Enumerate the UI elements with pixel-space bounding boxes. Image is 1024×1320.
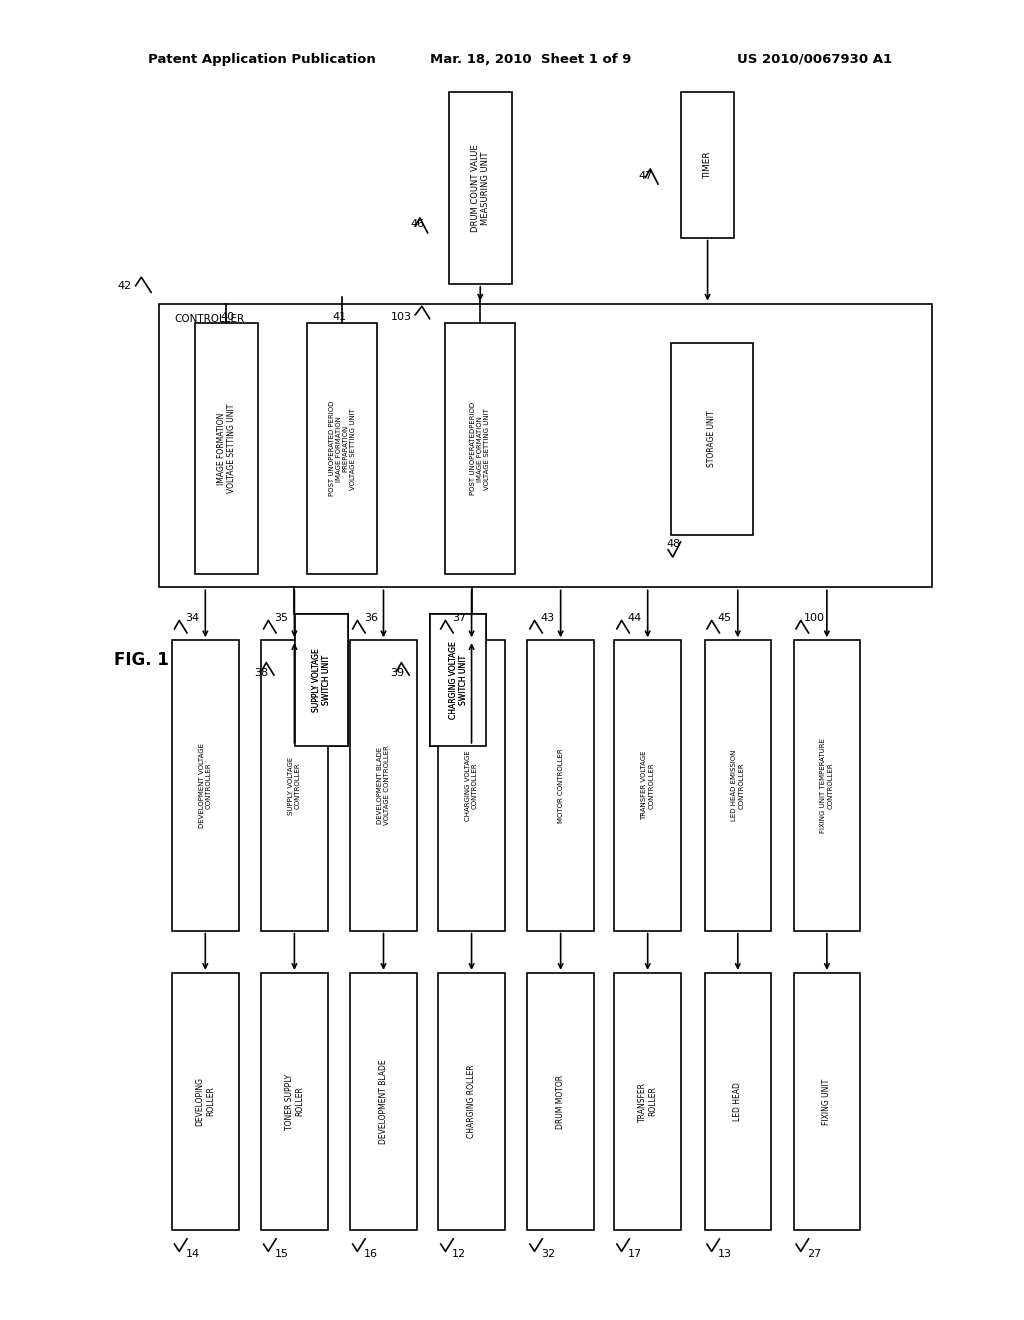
Bar — [681, 92, 734, 238]
Text: DEVELOPING
ROLLER: DEVELOPING ROLLER — [196, 1077, 215, 1126]
Text: LED HEAD: LED HEAD — [733, 1082, 742, 1121]
Text: 32: 32 — [541, 1249, 555, 1259]
Text: TRANSFER
ROLLER: TRANSFER ROLLER — [638, 1081, 657, 1122]
Text: CHARGING ROLLER: CHARGING ROLLER — [467, 1065, 476, 1138]
Text: CHARGING VOLTAGE
SWITCH UNIT: CHARGING VOLTAGE SWITCH UNIT — [449, 642, 468, 718]
Bar — [705, 973, 771, 1230]
Bar — [172, 973, 239, 1230]
Text: TRANSFER VOLTAGE
CONTROLLER: TRANSFER VOLTAGE CONTROLLER — [641, 751, 654, 820]
Text: 12: 12 — [452, 1249, 466, 1259]
Text: 40: 40 — [220, 312, 234, 322]
Text: CHARGING VOLTAGE
CONTROLLER: CHARGING VOLTAGE CONTROLLER — [465, 750, 478, 821]
Text: TIMER: TIMER — [703, 152, 712, 178]
Text: 38: 38 — [254, 668, 268, 678]
Bar — [195, 323, 258, 574]
Bar — [705, 640, 771, 931]
Bar — [614, 640, 681, 931]
Bar — [159, 304, 932, 587]
Bar — [794, 973, 860, 1230]
Text: Patent Application Publication: Patent Application Publication — [148, 53, 376, 66]
Text: 48: 48 — [667, 539, 681, 549]
Bar — [449, 92, 512, 284]
Text: 34: 34 — [185, 612, 200, 623]
Text: STORAGE UNIT: STORAGE UNIT — [708, 411, 716, 467]
Bar — [261, 973, 328, 1230]
Bar — [438, 973, 505, 1230]
Text: MOTOR CONTROLLER: MOTOR CONTROLLER — [558, 748, 563, 822]
Text: 42: 42 — [118, 281, 132, 292]
Bar — [350, 640, 417, 931]
Text: 15: 15 — [274, 1249, 289, 1259]
Text: 39: 39 — [390, 668, 404, 678]
Text: 13: 13 — [718, 1249, 732, 1259]
Bar — [172, 640, 239, 931]
Text: 27: 27 — [807, 1249, 821, 1259]
Text: POST UNOPERATED PERIOD
IMAGE FORMATION
PREPARATION
VOLTAGE SETTING UNIT: POST UNOPERATED PERIOD IMAGE FORMATION P… — [329, 401, 355, 496]
Text: DRUM COUNT VALUE
MEASURING UNIT: DRUM COUNT VALUE MEASURING UNIT — [471, 144, 489, 232]
Text: 37: 37 — [452, 612, 466, 623]
Text: 36: 36 — [364, 612, 378, 623]
Bar — [445, 323, 515, 574]
Text: 41: 41 — [333, 312, 347, 322]
Bar — [307, 323, 377, 574]
Bar — [438, 640, 505, 931]
Text: FIXING UNIT TEMPERATURE
CONTROLLER: FIXING UNIT TEMPERATURE CONTROLLER — [820, 738, 834, 833]
Text: DEVELOPMENT BLADE
VOLTAGE CONTROLLER: DEVELOPMENT BLADE VOLTAGE CONTROLLER — [377, 746, 390, 825]
Text: 45: 45 — [718, 612, 732, 623]
Text: FIXING UNIT: FIXING UNIT — [822, 1078, 831, 1125]
Bar — [430, 614, 486, 746]
Bar — [527, 973, 594, 1230]
Text: POST UNOPERATEDPERIOD
IMAGE FORMATION
VOLTAGE SETTING UNIT: POST UNOPERATEDPERIOD IMAGE FORMATION VO… — [470, 403, 490, 495]
Text: 47: 47 — [638, 170, 652, 181]
Text: US 2010/0067930 A1: US 2010/0067930 A1 — [737, 53, 892, 66]
Bar — [527, 640, 594, 931]
Text: SUPPLY VOLTAGE
SWITCH UNIT: SUPPLY VOLTAGE SWITCH UNIT — [312, 648, 331, 711]
Bar — [295, 614, 348, 746]
Bar — [350, 973, 417, 1230]
Bar — [430, 614, 486, 746]
Text: DEVELOPMENT BLADE: DEVELOPMENT BLADE — [379, 1059, 388, 1144]
Bar — [295, 614, 348, 746]
Text: 46: 46 — [411, 219, 425, 230]
Text: CHARGING VOLTAGE
SWITCH UNIT: CHARGING VOLTAGE SWITCH UNIT — [449, 642, 468, 718]
Text: IMAGE FORMATION
VOLTAGE SETTING UNIT: IMAGE FORMATION VOLTAGE SETTING UNIT — [217, 404, 236, 494]
Text: TONER SUPPLY
ROLLER: TONER SUPPLY ROLLER — [285, 1073, 304, 1130]
Text: Mar. 18, 2010  Sheet 1 of 9: Mar. 18, 2010 Sheet 1 of 9 — [430, 53, 632, 66]
Text: SUPPLY VOLTAGE
SWITCH UNIT: SUPPLY VOLTAGE SWITCH UNIT — [312, 648, 331, 711]
Bar — [794, 640, 860, 931]
Text: SUPPLY VOLTAGE
CONTROLLER: SUPPLY VOLTAGE CONTROLLER — [288, 756, 301, 814]
Bar — [614, 973, 681, 1230]
Text: DEVELOPMENT VOLTAGE
CONTROLLER: DEVELOPMENT VOLTAGE CONTROLLER — [199, 743, 212, 828]
Text: 16: 16 — [364, 1249, 378, 1259]
Text: DRUM MOTOR: DRUM MOTOR — [556, 1074, 565, 1129]
Text: 103: 103 — [391, 312, 412, 322]
Text: 14: 14 — [185, 1249, 200, 1259]
Text: 44: 44 — [628, 612, 642, 623]
Bar — [261, 640, 328, 931]
Text: 43: 43 — [541, 612, 555, 623]
Text: LED HEAD EMISSION
CONTROLLER: LED HEAD EMISSION CONTROLLER — [731, 750, 744, 821]
Text: 17: 17 — [628, 1249, 642, 1259]
Text: 35: 35 — [274, 612, 289, 623]
Bar — [671, 343, 753, 535]
Text: CONTROLLER: CONTROLLER — [174, 314, 244, 325]
Text: FIG. 1: FIG. 1 — [114, 651, 169, 669]
Text: 100: 100 — [804, 612, 824, 623]
